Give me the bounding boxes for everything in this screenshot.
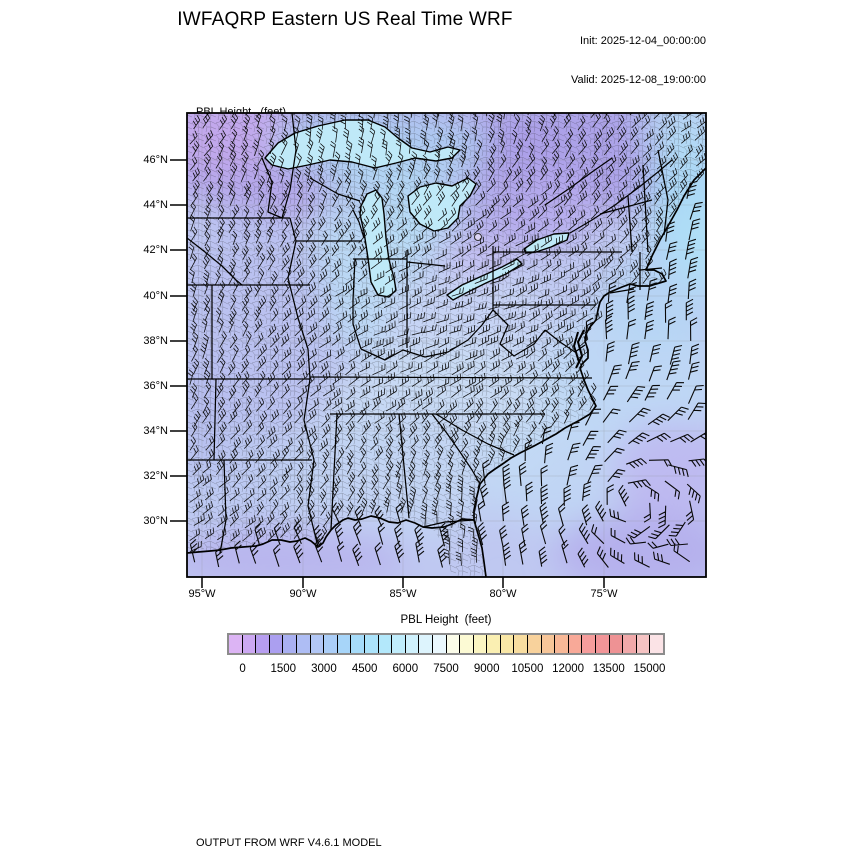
- axis-ticks: [170, 159, 605, 588]
- colorbar: [227, 633, 665, 655]
- colorbar-cell: [378, 635, 393, 653]
- colorbar-cell: [283, 635, 297, 653]
- station-marker: [474, 233, 482, 241]
- colorbar-cell: [242, 635, 257, 653]
- lon-tick-label: 85°W: [389, 588, 417, 600]
- colorbar-cell: [351, 635, 365, 653]
- lat-tick-label: 36°N: [143, 380, 168, 392]
- colorbar-tick-label: 9000: [473, 663, 500, 675]
- colorbar-cell: [636, 635, 651, 653]
- colorbar-tick-label: 15000: [633, 663, 666, 675]
- init-time: Init: 2025-12-04_00:00:00: [580, 35, 706, 47]
- colorbar-tick-label: 10500: [511, 663, 544, 675]
- colorbar-cell: [528, 635, 542, 653]
- page-title: IWFAQRP Eastern US Real Time WRF: [177, 9, 513, 30]
- colorbar-cell: [392, 635, 406, 653]
- model-footer: OUTPUT FROM WRF V4.6.1 MODEL WE = 310 ; …: [196, 810, 629, 850]
- lon-tick-label: 80°W: [489, 588, 517, 600]
- colorbar-cell: [337, 635, 352, 653]
- colorbar-cell: [623, 635, 637, 653]
- colorbar-cell: [419, 635, 433, 653]
- colorbar-cell: [609, 635, 624, 653]
- colorbar-cell: [296, 635, 311, 653]
- colorbar-cell: [405, 635, 420, 653]
- colorbar-cell: [310, 635, 325, 653]
- colorbar-cell: [568, 635, 583, 653]
- colorbar-tick-label: 1500: [270, 663, 297, 675]
- wind-barbs-land: [187, 113, 706, 566]
- lon-tick-label: 95°W: [188, 588, 216, 600]
- colorbar-title: PBL Height (feet): [400, 614, 492, 626]
- map-frame: [186, 112, 707, 578]
- pbl-shading-layer: [187, 113, 706, 577]
- lon-tick-label: 90°W: [289, 588, 317, 600]
- colorbar-tick-label: 7500: [433, 663, 459, 675]
- colorbar-cell: [596, 635, 610, 653]
- lon-tick-label: 75°W: [590, 588, 618, 600]
- valid-time: Valid: 2025-12-08_19:00:00: [571, 74, 706, 86]
- colorbar-tick-label: 13500: [592, 663, 625, 675]
- lat-tick-label: 30°N: [143, 515, 168, 527]
- colorbar-cell: [460, 635, 474, 653]
- colorbar-tick-label: 4500: [351, 663, 378, 675]
- colorbar-tick-label: 3000: [311, 663, 337, 675]
- colorbar-cell: [473, 635, 488, 653]
- run-times: Init: 2025-12-04_00:00:00 Valid: 2025-12…: [571, 9, 706, 113]
- lat-tick-label: 46°N: [143, 154, 168, 166]
- lat-tick-label: 38°N: [143, 335, 168, 347]
- footer-line1: OUTPUT FROM WRF V4.6.1 MODEL: [196, 837, 382, 849]
- colorbar-cell: [256, 635, 270, 653]
- colorbar-cell: [541, 635, 556, 653]
- colorbar-cell: [324, 635, 338, 653]
- colorbar-cell: [432, 635, 447, 653]
- lat-tick-label: 42°N: [143, 244, 168, 256]
- lat-tick-label: 40°N: [143, 290, 168, 302]
- colorbar-cell: [555, 635, 569, 653]
- colorbar-tick-label: 0: [239, 663, 246, 675]
- colorbar-tick-label: 6000: [392, 663, 419, 675]
- colorbar-cell: [487, 635, 501, 653]
- colorbar-cell: [500, 635, 515, 653]
- lat-tick-label: 32°N: [143, 470, 168, 482]
- lat-tick-label: 44°N: [143, 199, 168, 211]
- colorbar-cell: [229, 635, 243, 653]
- colorbar-cell: [650, 635, 663, 653]
- colorbar-cell: [514, 635, 529, 653]
- colorbar-cell: [364, 635, 379, 653]
- colorbar-cell: [446, 635, 461, 653]
- lat-tick-label: 34°N: [143, 425, 168, 437]
- colorbar-cell: [582, 635, 597, 653]
- wind-barbs-ocean: [189, 180, 706, 568]
- colorbar-tick-label: 12000: [552, 663, 585, 675]
- colorbar-cell: [269, 635, 284, 653]
